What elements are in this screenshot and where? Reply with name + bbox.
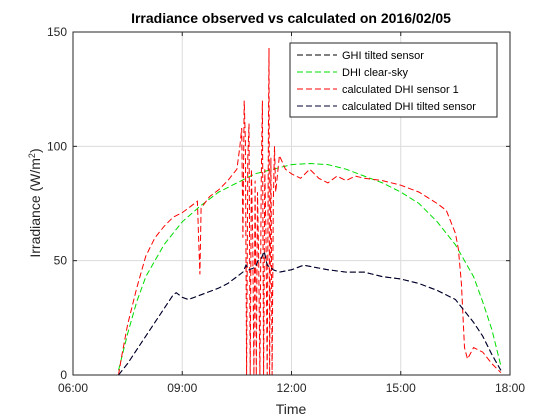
legend-label: GHI tilted sensor: [342, 50, 424, 62]
x-tick-label: 18:00: [495, 381, 525, 395]
series-line-calculated-dhi-sensor-1: [118, 47, 502, 376]
x-tick-label: 12:00: [276, 381, 306, 395]
chart-title: Irradiance observed vs calculated on 201…: [131, 10, 451, 26]
y-tick-label: 50: [54, 254, 68, 268]
legend-label: calculated DHI sensor 1: [342, 84, 459, 96]
x-axis-label: Time: [276, 401, 307, 417]
y-tick-label: 150: [47, 25, 67, 39]
y-axis-label-close: ): [27, 148, 43, 153]
ticks: 06:00 09:00 12:00 15:00 18:00 0 50 100 150: [47, 25, 525, 395]
x-tick-label: 09:00: [167, 381, 197, 395]
legend: GHI tilted sensor DHI clear-sky calculated…: [289, 42, 498, 118]
y-tick-label: 0: [60, 368, 67, 382]
y-axis-label: Irradiance (W/m2): [27, 148, 43, 257]
x-tick-label: 15:00: [386, 381, 416, 395]
y-axis-label-superscript: 2: [27, 153, 37, 158]
series-line-dhi-clear-sky: [118, 162, 502, 371]
legend-label: calculated DHI tilted sensor: [342, 101, 476, 113]
x-tick-label: 06:00: [58, 381, 88, 395]
legend-label: DHI clear-sky: [342, 67, 409, 79]
y-tick-label: 100: [47, 139, 67, 153]
series-layer: [118, 47, 502, 376]
y-axis-label-main: Irradiance (W/m: [27, 158, 43, 258]
